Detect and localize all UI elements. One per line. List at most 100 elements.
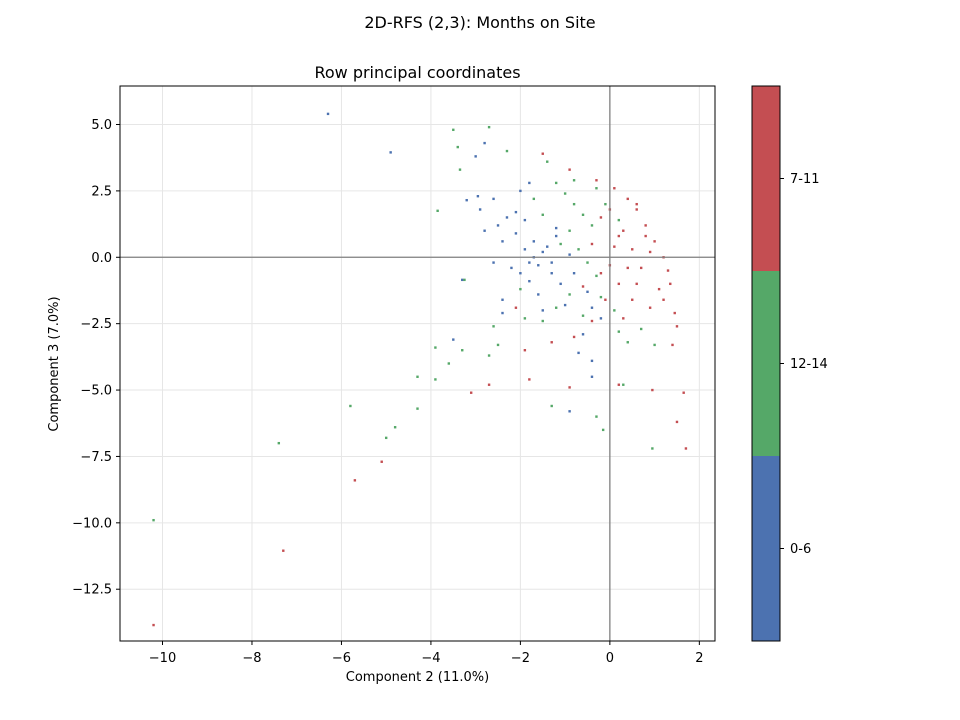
data-point [152,518,155,522]
data-point [447,362,451,365]
data-point [532,197,536,201]
x-axis-label: Component 2 (11.0%) [346,670,489,685]
data-point [595,187,598,190]
data-point [492,197,495,201]
y-tick-label: 2.5 [91,184,112,199]
colorbar-label: 7-11 [790,172,820,187]
data-point [541,309,544,312]
data-point [152,623,155,627]
data-point [635,202,638,206]
data-point [465,198,468,202]
data-point [590,359,594,363]
data-point [617,218,621,222]
colorbar-segment [752,86,780,271]
data-point [601,428,605,432]
data-point [514,210,518,214]
data-point [586,261,589,264]
data-point [581,314,585,317]
data-point [277,441,281,445]
data-point [546,160,549,163]
data-point [599,216,603,219]
data-point [613,245,616,248]
data-point [554,306,558,309]
data-point [550,341,553,344]
plot-title: Row principal coordinates [314,63,520,82]
data-point [550,404,553,408]
data-point [523,317,527,320]
data-point [456,145,459,149]
data-point [648,306,652,309]
data-point [572,335,576,339]
data-point [528,378,531,381]
data-point [617,234,621,238]
data-point [514,306,518,309]
data-point [669,282,672,286]
data-point [496,224,500,227]
data-point [577,248,580,251]
data-point [568,229,571,232]
y-tick-label: −10.0 [72,516,112,531]
data-point [436,209,439,213]
data-point [572,179,576,182]
data-point [622,317,625,320]
data-point [537,293,540,296]
data-point [452,128,455,132]
x-tick-label: −2 [511,651,530,666]
data-point [653,240,656,243]
data-point [572,202,576,206]
data-point [568,410,571,413]
data-point [590,242,594,246]
data-point [541,152,544,155]
data-point [519,272,522,275]
data-point [595,179,598,182]
data-point [577,351,580,355]
y-axis: 5.0 2.5 0.0 −2.5 −5.0 −7.5 −10.0 −12.5 [72,118,120,598]
data-point [550,272,553,275]
data-point [478,208,482,211]
data-point [554,181,558,185]
data-point [590,375,594,378]
data-point [474,155,477,158]
x-tick-label: −8 [242,651,261,666]
data-point [590,319,594,323]
y-axis-label: Component 3 (7.0%) [47,296,62,431]
data-point [651,447,654,450]
data-point [384,436,388,440]
data-point [282,549,285,552]
colorbar-segment [752,271,780,456]
data-point [617,330,621,333]
data-point [657,287,661,291]
data-point [496,343,500,347]
data-point [559,242,562,246]
data-point [541,319,544,323]
data-point [546,245,549,248]
data-point [671,343,674,347]
data-point [380,460,383,463]
data-point [523,218,527,222]
data-point [653,343,656,347]
data-point [622,229,625,232]
data-point [501,311,504,315]
data-point [639,327,643,331]
data-point [622,383,625,386]
data-point [682,391,685,394]
colorbar: 0-6 12-14 7-11 [751,85,828,642]
data-point [568,386,571,389]
data-point [476,195,480,198]
series-0-6 [326,112,603,413]
data-point [349,404,352,408]
data-point [389,151,392,154]
data-point [550,261,553,264]
data-point [599,317,603,320]
y-tick-label: 0.0 [91,251,112,266]
data-point [599,295,603,299]
series-12-14 [152,125,656,522]
data-point [648,250,652,254]
data-point [510,266,513,270]
data-point [568,293,571,296]
y-tick-label: −12.5 [72,583,112,598]
data-point [581,333,585,336]
data-point [501,240,504,243]
data-point [554,226,558,230]
